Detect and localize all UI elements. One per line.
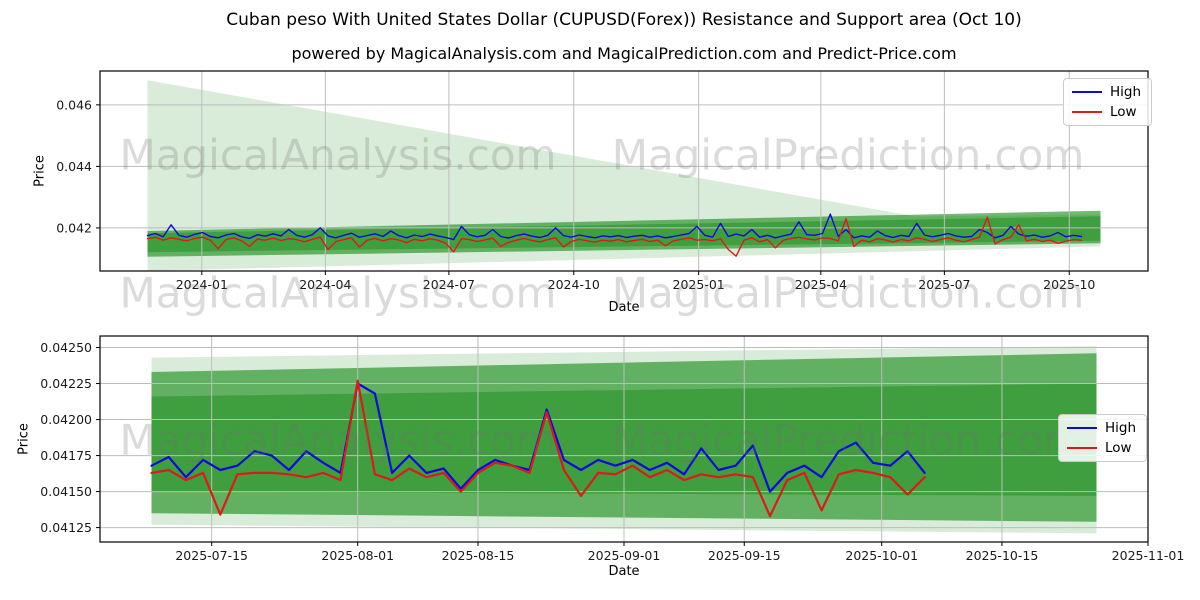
svg-text:2025-10-01: 2025-10-01 [845,548,918,563]
bottom-ylabel: Price [16,423,32,455]
svg-text:2025-08-15: 2025-08-15 [442,548,515,563]
legend-label-high: High [1105,420,1137,436]
svg-text:0.046: 0.046 [56,97,92,112]
svg-text:0.04200: 0.04200 [40,412,92,427]
top-xlabel: Date [608,300,640,315]
svg-text:2025-10: 2025-10 [1043,277,1095,292]
top-ylabel: Price [32,155,48,187]
svg-text:2025-11-01: 2025-11-01 [1112,548,1185,563]
svg-text:2024-01: 2024-01 [176,277,228,292]
svg-text:2025-09-15: 2025-09-15 [708,548,781,563]
svg-text:2025-04: 2025-04 [795,277,847,292]
svg-text:2024-10: 2024-10 [548,277,600,292]
svg-text:2025-07-15: 2025-07-15 [175,548,248,563]
svg-text:2025-09-01: 2025-09-01 [588,548,661,563]
svg-text:2025-10-15: 2025-10-15 [966,548,1039,563]
legend-item-low: Low [1067,440,1136,456]
high-line-swatch [1067,427,1097,429]
legend-item-low: Low [1072,104,1141,120]
svg-text:0.044: 0.044 [56,159,92,174]
low-line-swatch [1072,111,1102,113]
legend-label-low: Low [1110,104,1137,120]
low-line-swatch [1067,447,1097,449]
legend-item-high: High [1072,84,1141,100]
legend-label-low: Low [1105,440,1132,456]
svg-text:2025-01: 2025-01 [673,277,725,292]
legend-item-high: High [1067,420,1136,436]
svg-text:0.04125: 0.04125 [40,520,92,535]
svg-text:2025-07: 2025-07 [918,277,970,292]
chart-title: Cuban peso With United States Dollar (CU… [226,10,1022,30]
svg-text:0.04250: 0.04250 [40,340,92,355]
svg-text:0.04175: 0.04175 [40,448,92,463]
svg-text:2025-08-01: 2025-08-01 [321,548,394,563]
legend-label-high: High [1110,84,1142,100]
svg-text:2024-04: 2024-04 [299,277,351,292]
bottom-xlabel: Date [608,564,640,579]
svg-text:2024-07: 2024-07 [423,277,475,292]
chart-subtitle: powered by MagicalAnalysis.com and Magic… [291,44,957,63]
svg-text:0.04225: 0.04225 [40,376,92,391]
svg-text:0.04150: 0.04150 [40,484,92,499]
high-line-swatch [1072,91,1102,93]
bottom-legend: High Low [1058,414,1148,462]
svg-text:0.042: 0.042 [56,220,92,235]
top-legend: High Low [1063,78,1153,126]
